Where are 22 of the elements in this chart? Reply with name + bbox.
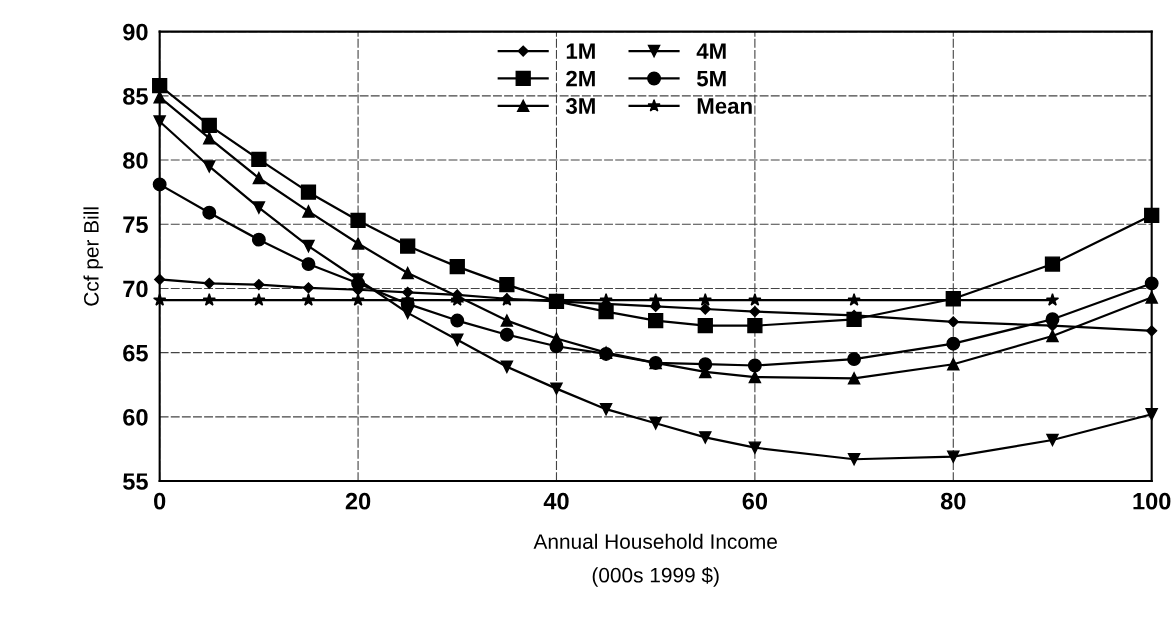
x-tick-label: 60 bbox=[742, 492, 768, 510]
x-tick-label: 0 bbox=[154, 492, 166, 510]
x-axis-title: Annual Household Income (000s 1999 $) bbox=[533, 533, 777, 587]
legend-label: 2M bbox=[566, 70, 595, 87]
legend-label: 4M bbox=[696, 43, 726, 59]
y-tick-label: 85 bbox=[123, 87, 148, 105]
legend-label: 3M bbox=[565, 98, 595, 114]
x-tick-label: 20 bbox=[345, 492, 371, 510]
y-tick-label: 60 bbox=[123, 408, 148, 426]
y-tick-label: 90 bbox=[123, 23, 148, 41]
y-tick-label: 65 bbox=[123, 344, 148, 362]
x-tick-label: 40 bbox=[543, 492, 569, 510]
x-tick-label: 80 bbox=[940, 492, 966, 510]
x-tick-label: 100 bbox=[1133, 492, 1171, 510]
y-tick-label: 75 bbox=[123, 216, 148, 234]
legend-label: Mean bbox=[697, 98, 752, 114]
y-tick-label: 55 bbox=[123, 473, 148, 490]
y-axis-title: Ccf per Bill bbox=[83, 207, 103, 306]
legend-label: 5M bbox=[696, 70, 726, 87]
y-tick-label: 80 bbox=[123, 152, 148, 169]
legend-label: 1M bbox=[566, 43, 595, 59]
y-tick-label: 70 bbox=[123, 280, 148, 298]
